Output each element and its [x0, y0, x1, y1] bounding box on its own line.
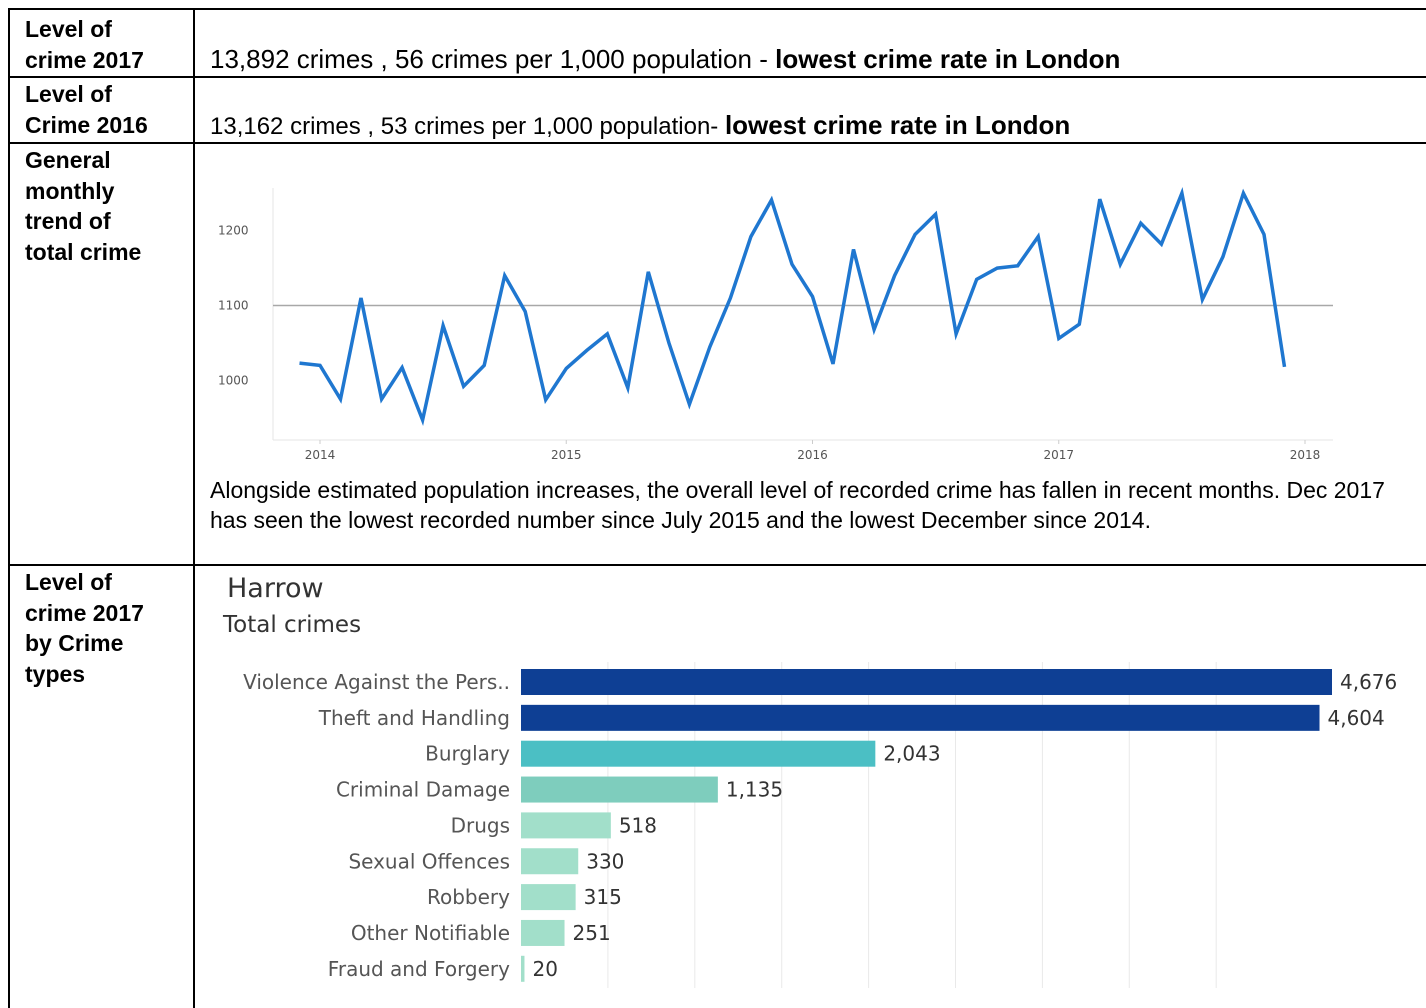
category-label: Sexual Offences [348, 849, 510, 873]
bar [521, 704, 1320, 731]
bar [521, 776, 718, 803]
value-label: 4,676 [1340, 670, 1397, 694]
chart-title: Harrow [227, 573, 324, 604]
category-label: Fraud and Forgery [328, 957, 510, 981]
value-label: 2,043 [883, 742, 940, 766]
row-label-crime-types: Level of crime 2017 by Crime types [25, 569, 144, 687]
value-label: 315 [584, 885, 622, 909]
category-label: Robbery [427, 885, 510, 909]
trend-commentary: Alongside estimated population increases… [210, 477, 1385, 533]
crime-2017-figures: 13,892 crimes , 56 crimes per 1,000 popu… [210, 44, 776, 74]
bar [521, 740, 876, 767]
bar [521, 812, 611, 839]
category-label: Violence Against the Pers.. [243, 670, 510, 694]
value-label: 1,135 [726, 778, 783, 802]
category-label: Other Notifiable [351, 921, 510, 945]
row-label-monthly-trend: General monthly trend of total crime [25, 147, 142, 265]
bar [521, 884, 576, 911]
category-label: Burglary [425, 742, 510, 766]
crime-2016-summary: 13,162 crimes , 53 crimes per 1,000 popu… [210, 110, 1070, 141]
crime-2016-highlight: lowest crime rate in London [724, 110, 1071, 140]
crime-types-bar-chart: Harrow Total crimes Violence Against the P… [222, 573, 1397, 988]
value-label: 20 [532, 957, 557, 981]
y-tick-label: 1200 [218, 224, 249, 238]
y-tick-label: 1000 [218, 373, 249, 387]
row-label-crime-2017: Level of crime 2017 [25, 16, 144, 73]
crime-2017-highlight: lowest crime rate in London [775, 44, 1121, 74]
row-label-crime-2016: Level of Crime 2016 [25, 81, 148, 138]
x-tick-label: 2017 [1043, 448, 1074, 462]
x-tick-label: 2018 [1290, 448, 1321, 462]
chart-subtitle: Total crimes [222, 612, 361, 638]
table-border-top [8, 8, 1426, 10]
y-tick-label: 1100 [218, 299, 249, 313]
column-divider [193, 8, 195, 1008]
bar [521, 848, 579, 875]
value-label: 4,604 [1328, 706, 1385, 730]
bar [521, 669, 1332, 695]
value-label: 251 [573, 921, 611, 945]
crime-2017-summary: 13,892 crimes , 56 crimes per 1,000 popu… [210, 44, 1120, 75]
row-divider [8, 142, 1426, 144]
bar [521, 955, 525, 982]
crime-2016-figures: 13,162 crimes , 53 crimes per 1,000 popu… [210, 113, 725, 140]
series-line [299, 187, 1287, 427]
x-tick-label: 2014 [305, 448, 336, 462]
table-border-left [8, 8, 10, 1008]
value-label: 518 [619, 813, 657, 837]
bar [521, 919, 565, 946]
row-divider [8, 564, 1426, 566]
category-label: Criminal Damage [336, 778, 510, 802]
value-label: 330 [586, 849, 624, 873]
x-tick-label: 2015 [551, 448, 582, 462]
x-tick-label: 2016 [797, 448, 828, 462]
category-label: Theft and Handling [318, 706, 510, 730]
monthly-trend-line-chart: 1000 1100 1200 2014 2015 2016 2017 2018 [218, 187, 1333, 462]
category-label: Drugs [451, 813, 510, 837]
row-divider [8, 76, 1426, 78]
